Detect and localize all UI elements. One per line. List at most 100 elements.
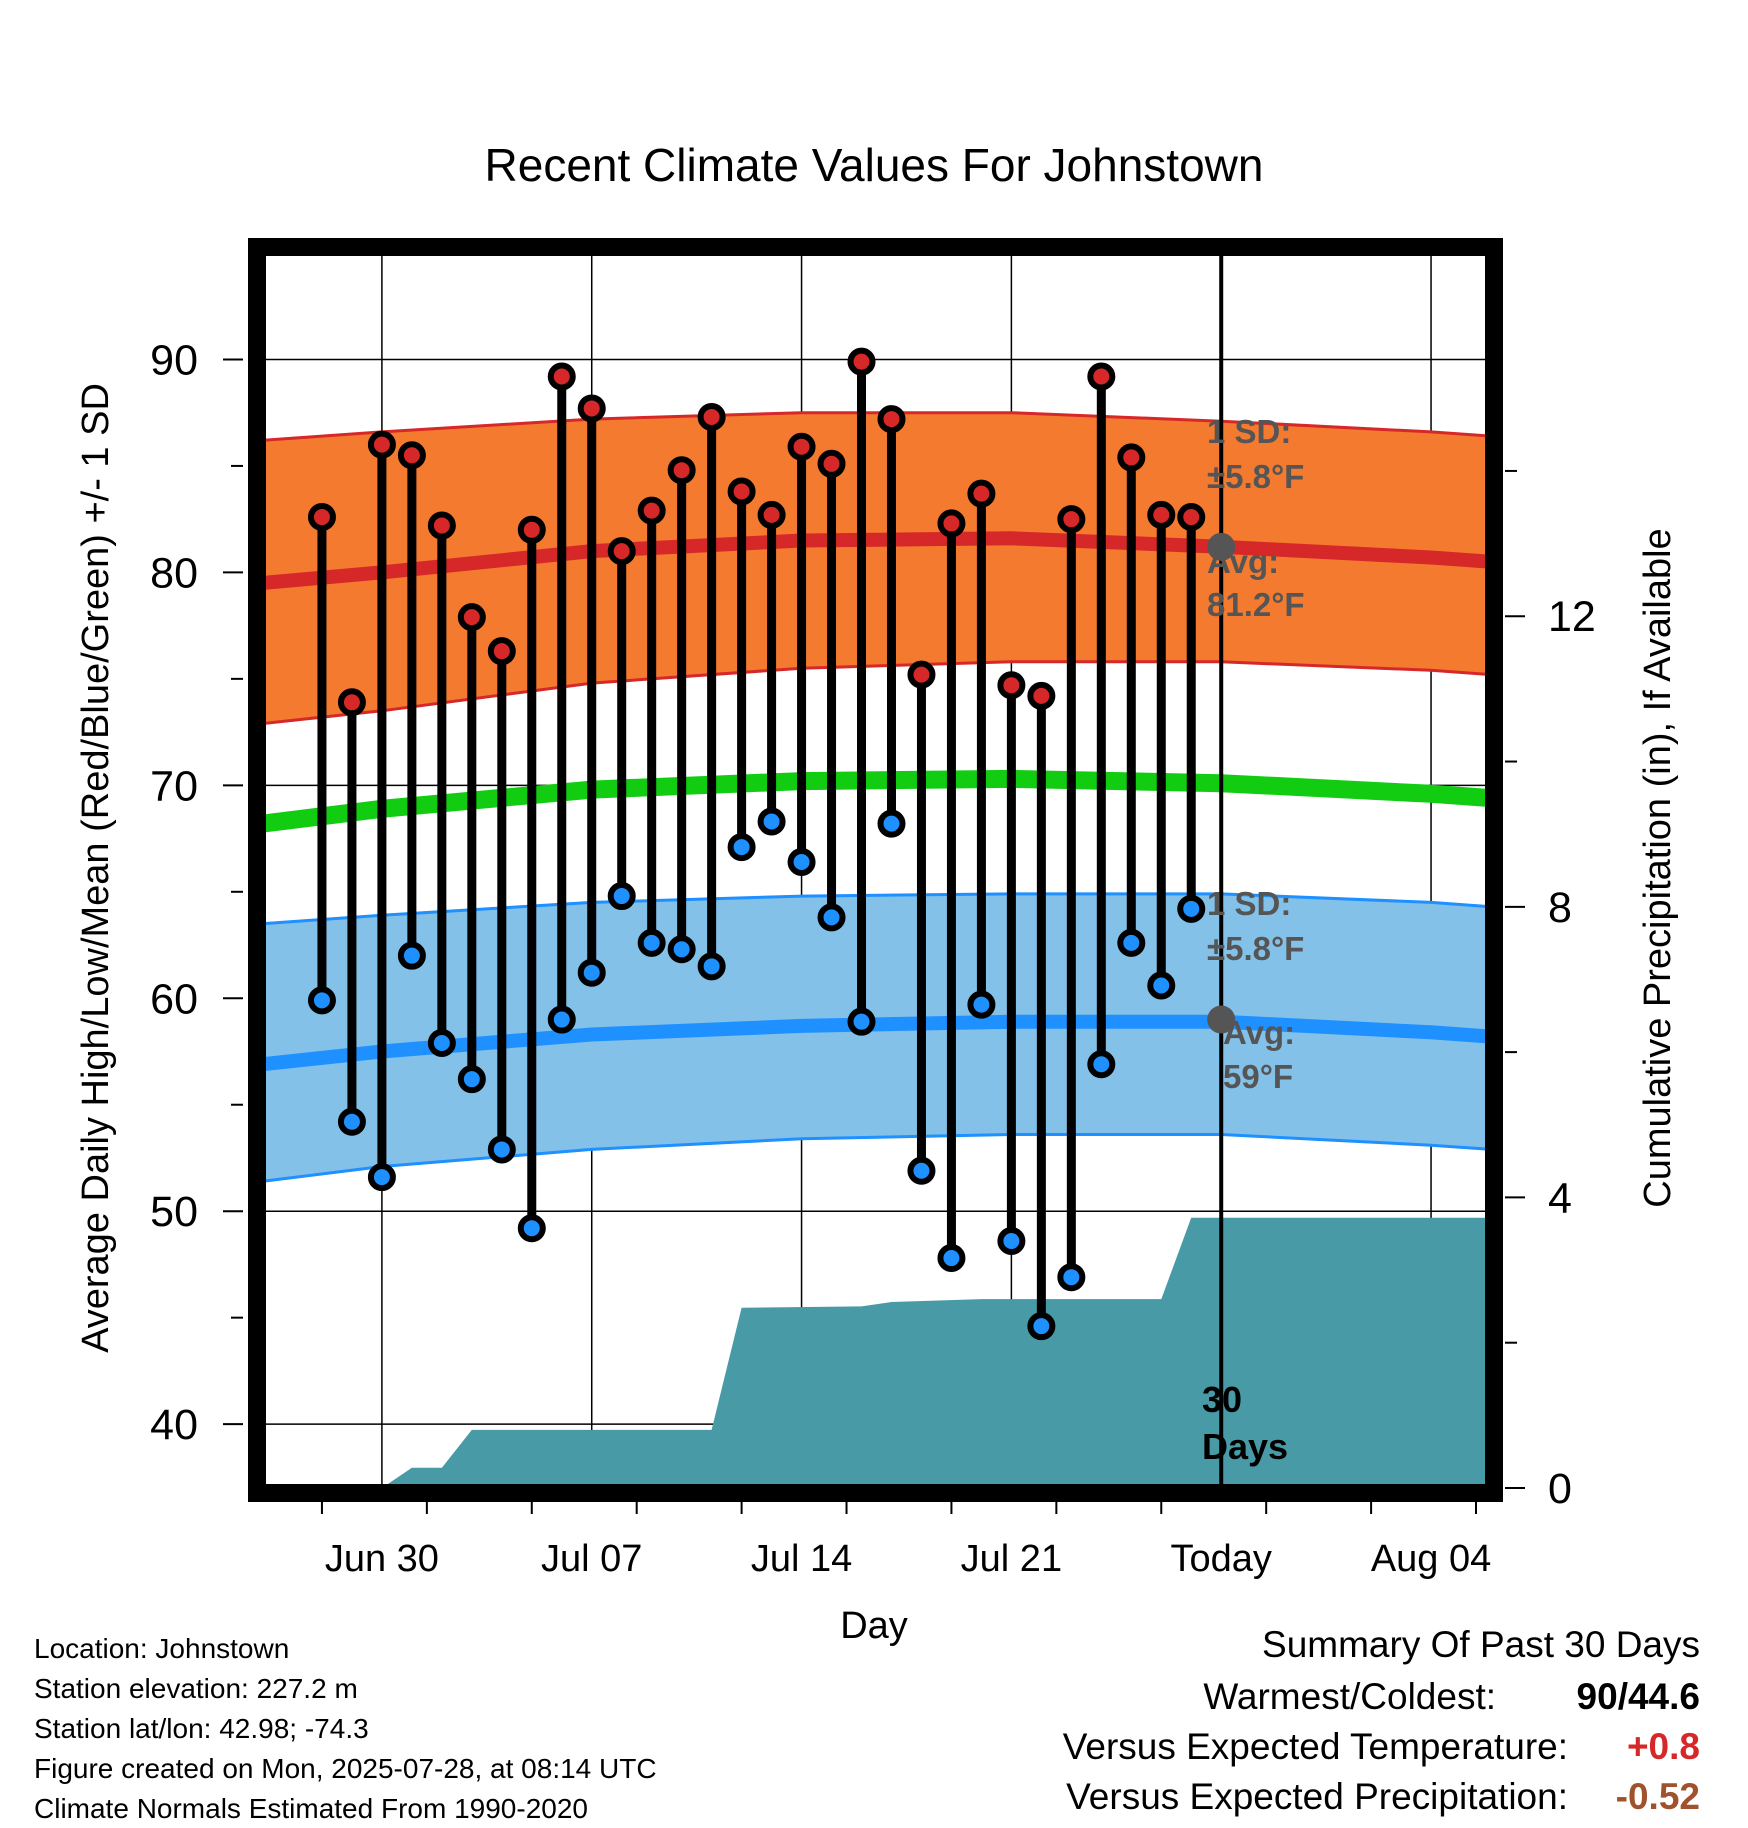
- y2-tick-label: 4: [1548, 1174, 1572, 1222]
- summary-precip-value: -0.52: [1615, 1776, 1700, 1817]
- daily-high-point: [997, 671, 1026, 700]
- low-sd-band: [262, 893, 1491, 1182]
- x-tick-label: Aug 04: [1371, 1538, 1491, 1580]
- summary-title: Summary Of Past 30 Days: [1262, 1624, 1700, 1665]
- daily-high-point: [697, 402, 726, 431]
- daily-low-point: [1027, 1312, 1056, 1341]
- daily-low-point: [607, 882, 636, 911]
- info-latlon: Station lat/lon: 42.98; -74.3: [34, 1713, 369, 1744]
- daily-high-point: [487, 637, 516, 666]
- summary-temp-value: +0.8: [1626, 1726, 1700, 1767]
- daily-low-point: [667, 935, 696, 964]
- low-sd-band-upper-edge: [262, 892, 1491, 926]
- x-tick-label: Jun 30: [325, 1538, 439, 1580]
- info-created: Figure created on Mon, 2025-07-28, at 08…: [34, 1753, 657, 1784]
- daily-low-point: [367, 1163, 396, 1192]
- daily-low-point: [547, 1005, 576, 1034]
- summary-warm-cold-value: 90/44.6: [1576, 1676, 1700, 1717]
- daily-low-point: [817, 903, 846, 932]
- daily-high-point: [607, 537, 636, 566]
- daily-low-point: [697, 952, 726, 981]
- y-tick-label: 90: [150, 336, 198, 384]
- daily-high-point: [967, 479, 996, 508]
- y2-tick-label: 0: [1548, 1465, 1572, 1513]
- high-avg-label: Avg:: [1207, 543, 1279, 580]
- x-axis-label: Day: [840, 1605, 908, 1647]
- daily-low-point: [397, 941, 426, 970]
- plot-inner: [262, 253, 1491, 1488]
- x-tick-label: Jul 21: [961, 1538, 1062, 1580]
- daily-low-point: [517, 1214, 546, 1243]
- y-tick-label: 60: [150, 975, 198, 1023]
- x-tick-label: Jul 14: [751, 1538, 852, 1580]
- daily-high-point: [547, 362, 576, 391]
- daily-low-point: [757, 807, 786, 836]
- daily-high-point: [1027, 681, 1056, 710]
- days-label-number: 30: [1202, 1379, 1242, 1420]
- daily-high-point: [667, 456, 696, 485]
- daily-low-point: [637, 928, 666, 957]
- today-avg-high-marker: [1207, 532, 1236, 561]
- y-tick-label: 70: [150, 762, 198, 810]
- today-avg-low-marker: [1207, 1005, 1236, 1034]
- info-normals: Climate Normals Estimated From 1990-2020: [34, 1793, 588, 1824]
- daily-low-point: [427, 1028, 456, 1057]
- daily-high-point: [637, 496, 666, 525]
- daily-high-point: [1117, 443, 1146, 472]
- daily-low-point: [1057, 1263, 1086, 1292]
- plot-frame: [248, 238, 1503, 1502]
- avg-high-line: [262, 531, 1491, 590]
- high-sd-band-lower-edge: [262, 660, 1491, 726]
- daily-low-point: [337, 1107, 366, 1136]
- high-sd-value: ±5.8°F: [1207, 458, 1304, 495]
- daily-high-point: [937, 509, 966, 538]
- daily-high-point: [307, 503, 336, 532]
- days-label-text: Days: [1202, 1426, 1288, 1467]
- daily-high-point: [1057, 505, 1086, 534]
- low-sd-value: ±5.8°F: [1207, 930, 1304, 967]
- daily-low-point: [937, 1244, 966, 1273]
- x-tick-label: Jul 07: [541, 1538, 642, 1580]
- y2-tick-label: 12: [1548, 593, 1596, 641]
- daily-low-point: [1117, 928, 1146, 957]
- daily-high-point: [517, 515, 546, 544]
- low-sd-label: 1 SD:: [1207, 885, 1291, 922]
- low-sd-band-lower-edge: [262, 1133, 1491, 1183]
- high-sd-band-upper-edge: [262, 411, 1491, 442]
- daily-low-point: [877, 809, 906, 838]
- low-avg-value: 59°F: [1223, 1058, 1293, 1095]
- precip-area: [262, 1217, 1491, 1488]
- daily-high-point: [577, 394, 606, 423]
- daily-low-point: [577, 958, 606, 987]
- info-location: Location: Johnstown: [34, 1633, 290, 1664]
- daily-low-point: [307, 986, 336, 1015]
- daily-high-point: [337, 688, 366, 717]
- y-axis-label-right: Cumulative Precipitation (in), If Availa…: [1637, 528, 1679, 1207]
- daily-high-point: [367, 430, 396, 459]
- summary-warm-cold-label: Warmest/Coldest:: [1203, 1676, 1496, 1717]
- high-sd-band: [262, 412, 1491, 724]
- avg-low-line: [262, 1014, 1491, 1072]
- daily-high-point: [1087, 362, 1116, 391]
- daily-low-point: [1087, 1050, 1116, 1079]
- daily-high-point: [1147, 500, 1176, 529]
- daily-high-point: [427, 511, 456, 540]
- y-tick-label: 80: [150, 549, 198, 597]
- daily-low-point: [847, 1007, 876, 1036]
- daily-low-point: [967, 990, 996, 1019]
- daily-high-point: [457, 603, 486, 632]
- daily-high-point: [847, 347, 876, 376]
- daily-low-point: [1177, 894, 1206, 923]
- low-avg-label: Avg:: [1223, 1014, 1295, 1051]
- info-elevation: Station elevation: 227.2 m: [34, 1673, 358, 1704]
- avg-mean-line: [262, 769, 1491, 833]
- daily-low-point: [997, 1227, 1026, 1255]
- y-tick-label: 40: [150, 1401, 198, 1449]
- daily-high-point: [1177, 503, 1206, 532]
- summary-precip-label: Versus Expected Precipitation:: [1066, 1776, 1568, 1817]
- high-sd-label: 1 SD:: [1207, 413, 1291, 450]
- daily-low-point: [1147, 971, 1176, 1000]
- daily-high-point: [397, 441, 426, 470]
- high-avg-value: 81.2°F: [1207, 586, 1305, 623]
